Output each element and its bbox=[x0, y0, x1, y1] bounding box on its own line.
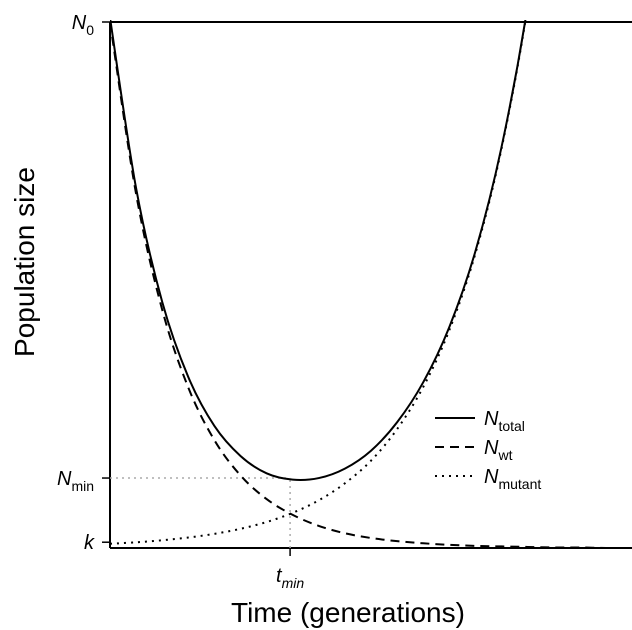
legend-label-main: N bbox=[484, 466, 499, 488]
y-tick-label: k bbox=[84, 532, 95, 554]
plot-area bbox=[110, 20, 632, 550]
legend-label-sub: mutant bbox=[498, 476, 541, 492]
x-tick-label-sub: min bbox=[282, 575, 305, 591]
y-tick-label: N0 bbox=[72, 12, 94, 38]
y-axis-title: Population size bbox=[9, 167, 40, 357]
x-tick-label-main: t bbox=[276, 565, 283, 587]
series-line bbox=[110, 20, 527, 545]
legend-label: Nmutant bbox=[484, 466, 541, 492]
legend-label-sub: total bbox=[498, 418, 524, 434]
legend-label-main: N bbox=[484, 437, 499, 459]
series-line bbox=[110, 20, 527, 481]
series-line bbox=[110, 21, 632, 550]
y-tick-label: Nmin bbox=[57, 468, 94, 494]
y-tick-label-sub: min bbox=[71, 478, 94, 494]
y-tick-label-main: N bbox=[72, 12, 87, 34]
legend-label: Nwt bbox=[484, 437, 513, 463]
x-tick-label: tmin bbox=[276, 565, 304, 591]
legend-label: Ntotal bbox=[484, 408, 525, 434]
legend-label-sub: wt bbox=[497, 447, 512, 463]
y-tick-label-main: N bbox=[57, 468, 72, 490]
y-tick-label-main: k bbox=[84, 532, 95, 554]
x-axis-title: Time (generations) bbox=[231, 597, 465, 628]
legend-label-main: N bbox=[484, 408, 499, 430]
y-tick-label-sub: 0 bbox=[86, 22, 94, 38]
